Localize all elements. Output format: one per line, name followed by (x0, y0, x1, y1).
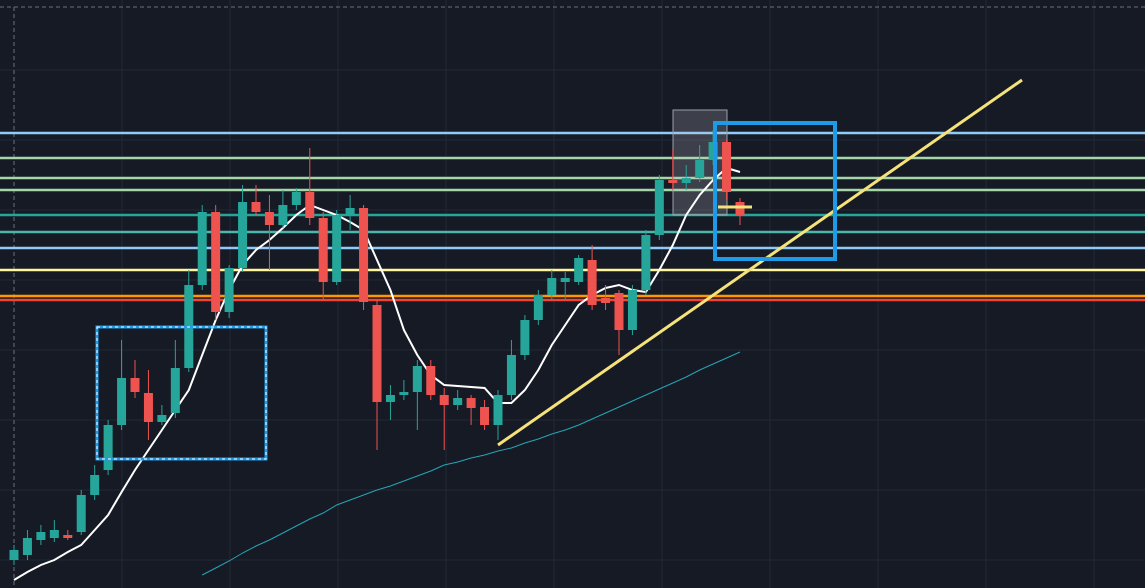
candle-body (493, 395, 503, 425)
candle-body (601, 298, 611, 303)
candle-body (614, 293, 624, 330)
candle-body (143, 393, 153, 422)
candle-body (668, 180, 678, 183)
candle-body (506, 355, 516, 395)
candle-body (251, 202, 261, 212)
candle-body (211, 212, 221, 312)
candle-body (547, 278, 557, 295)
selection-box-dash[interactable] (96, 326, 267, 460)
moving-average-line (13, 166, 741, 581)
candle-body (332, 215, 342, 282)
candle-body (278, 205, 288, 225)
candle-body (130, 378, 140, 392)
candle-body (587, 260, 597, 305)
candle-body (439, 395, 449, 405)
candle-body (318, 218, 328, 282)
levels (0, 131, 1145, 302)
candle-body (345, 208, 355, 215)
candle-body (22, 538, 32, 555)
candle-body (399, 392, 409, 395)
candle-body (36, 532, 46, 540)
candle-body (63, 535, 73, 538)
candle-body (426, 366, 436, 395)
candle-body (117, 378, 127, 425)
candle-body (385, 395, 395, 402)
candle-body (197, 212, 207, 285)
candle-body (695, 160, 705, 178)
candle-body (49, 530, 59, 538)
candle-body (372, 305, 382, 402)
candle-body (722, 142, 732, 192)
candle-body (103, 425, 113, 470)
moving-average-line (201, 351, 741, 576)
candle-body (238, 202, 248, 268)
candle-body (412, 366, 422, 392)
candle-body (9, 550, 19, 560)
candle-body (533, 295, 543, 320)
candle-body (466, 398, 476, 408)
candle-body (157, 415, 167, 422)
candle-body (681, 178, 691, 183)
candle-body (291, 192, 301, 205)
candle-body (359, 208, 369, 302)
rectangle-drawing[interactable] (713, 121, 837, 261)
trend-line[interactable] (497, 78, 1023, 447)
candle-body (574, 258, 584, 282)
candle-body (224, 268, 234, 312)
candle-body (170, 368, 180, 413)
candle-body (480, 407, 490, 425)
candle-body (560, 278, 570, 282)
candle-body (305, 192, 315, 218)
candle-body (654, 180, 664, 235)
candles (9, 130, 745, 565)
candle-body (453, 398, 463, 405)
candle-body (76, 495, 86, 532)
candle-body (641, 235, 651, 290)
moving-averages (13, 166, 741, 581)
candle-body (90, 475, 100, 495)
candle-body (264, 212, 274, 225)
candle-body (627, 290, 637, 330)
candle-body (520, 320, 530, 355)
